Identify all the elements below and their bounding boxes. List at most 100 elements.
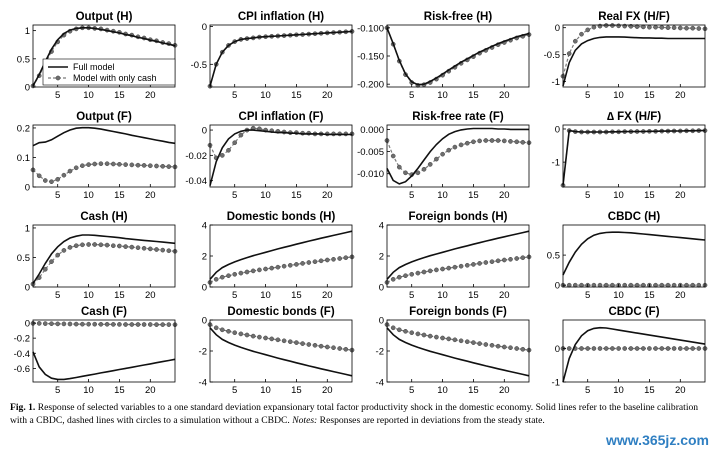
data-point-only-cash [427,268,433,274]
data-point-only-cash [489,138,495,143]
watermark: www.365jz.com [606,432,709,448]
x-tick-label: 10 [260,190,271,201]
x-tick-label: 20 [499,190,510,201]
data-point-only-cash [396,274,402,280]
data-point-only-cash [219,274,225,280]
data-point-only-cash [92,321,98,327]
y-tick-label: 4 [379,221,384,232]
data-point-only-cash [110,243,116,249]
series-line-full-model [32,26,176,87]
axes-frame [32,124,176,188]
series-line-full-model [386,327,530,377]
data-point-only-cash [390,325,396,331]
data-point-only-cash [166,248,172,254]
series-line-full-model [32,351,176,381]
data-point-only-cash [446,147,452,153]
data-point-only-cash [154,163,159,169]
data-point-only-cash [495,258,501,264]
data-point-only-cash [452,337,458,343]
data-point-only-cash [458,142,464,148]
data-point-only-cash [464,339,470,345]
data-point-only-cash [477,261,482,266]
series-line-only-cash [32,163,176,183]
data-point-only-cash [409,330,415,336]
data-point-only-cash [154,247,159,252]
data-point-only-cash [86,162,91,167]
x-tick-label: 15 [468,190,479,201]
data-point-only-cash [390,153,396,159]
x-tick-label: 10 [83,385,94,396]
x-tick-label: 5 [409,385,414,396]
series-line-full-model [209,129,352,186]
data-point-only-cash [440,151,445,157]
x-tick-label: 15 [114,290,125,301]
x-tick-label: 10 [437,90,448,101]
data-point-only-cash [166,164,172,169]
data-point-only-cash [458,338,464,344]
data-point-only-cash [141,163,147,168]
y-tick-label: 0 [202,126,207,137]
data-point-only-cash [690,346,696,351]
figure-caption: Fig. 1. Response of selected variables t… [10,402,710,427]
subplot-title: Cash (F) [81,306,127,318]
data-point-only-cash [434,267,439,273]
data-point-only-cash [318,343,324,349]
caption-notes-label: Notes: [292,414,318,426]
x-tick-label: 15 [291,90,302,101]
data-point-only-cash [226,328,231,334]
data-point-only-cash [616,23,621,29]
data-point-only-cash [98,242,104,248]
data-point-only-cash [36,321,42,326]
data-point-only-cash [219,327,225,333]
data-point-only-cash [634,24,640,29]
y-tick-label: -0.2 [14,334,30,345]
data-point-only-cash [61,321,67,327]
series-line-full-model [386,127,529,185]
x-tick-label: 20 [322,190,333,201]
data-point-only-cash [257,334,262,340]
data-point-only-cash [514,256,520,261]
data-point-only-cash [396,327,402,333]
subplot-16: CBDC (F) 0 -1 5 10 15 20 [552,306,708,396]
series-line-full-model [562,36,705,87]
y-tick-label: 0.5 [17,54,30,65]
data-point-only-cash [579,31,584,37]
y-tick-label: 0.5 [547,251,560,262]
x-tick-label: 10 [83,290,94,301]
data-point-only-cash [489,259,495,265]
y-tick-label: 2 [202,252,207,263]
x-tick-label: 15 [468,290,479,301]
x-tick-label: 15 [114,190,125,201]
y-tick-label: 0 [202,316,207,327]
y-tick-label: -0.150 [357,52,384,63]
axes-frame [386,124,530,188]
series-line-full-model [209,327,353,377]
data-point-only-cash [141,245,147,251]
x-tick-label: 10 [613,90,624,101]
x-tick-label: 5 [585,290,590,301]
data-point-only-cash [244,332,250,338]
data-point-only-cash [501,344,507,350]
data-point-only-cash [591,24,597,30]
x-tick-label: 5 [409,290,414,301]
y-tick-label: -0.010 [357,169,384,180]
data-point-only-cash [67,245,73,250]
axes-frame [32,224,176,288]
data-point-only-cash [337,346,343,351]
data-point-only-cash [427,333,433,339]
x-tick-label: 5 [232,290,237,301]
y-tick-label: -0.02 [185,151,207,162]
subplot-4: Real FX (H/F) 0 -0.5 -1 5 10 15 20 [544,11,708,101]
data-point-only-cash [160,163,166,169]
data-point-only-cash [86,242,91,247]
y-tick-label: -1 [552,378,560,389]
data-point-only-cash [566,51,572,56]
subplot-15: Foreign bonds (F) 0 -2 -4 5 10 15 20 [376,306,532,396]
y-tick-label: 0.1 [17,153,30,164]
subplot-title: Output (F) [76,111,132,123]
y-tick-label: -1 [552,77,560,88]
data-point-only-cash [427,162,433,167]
data-point-only-cash [104,161,110,167]
